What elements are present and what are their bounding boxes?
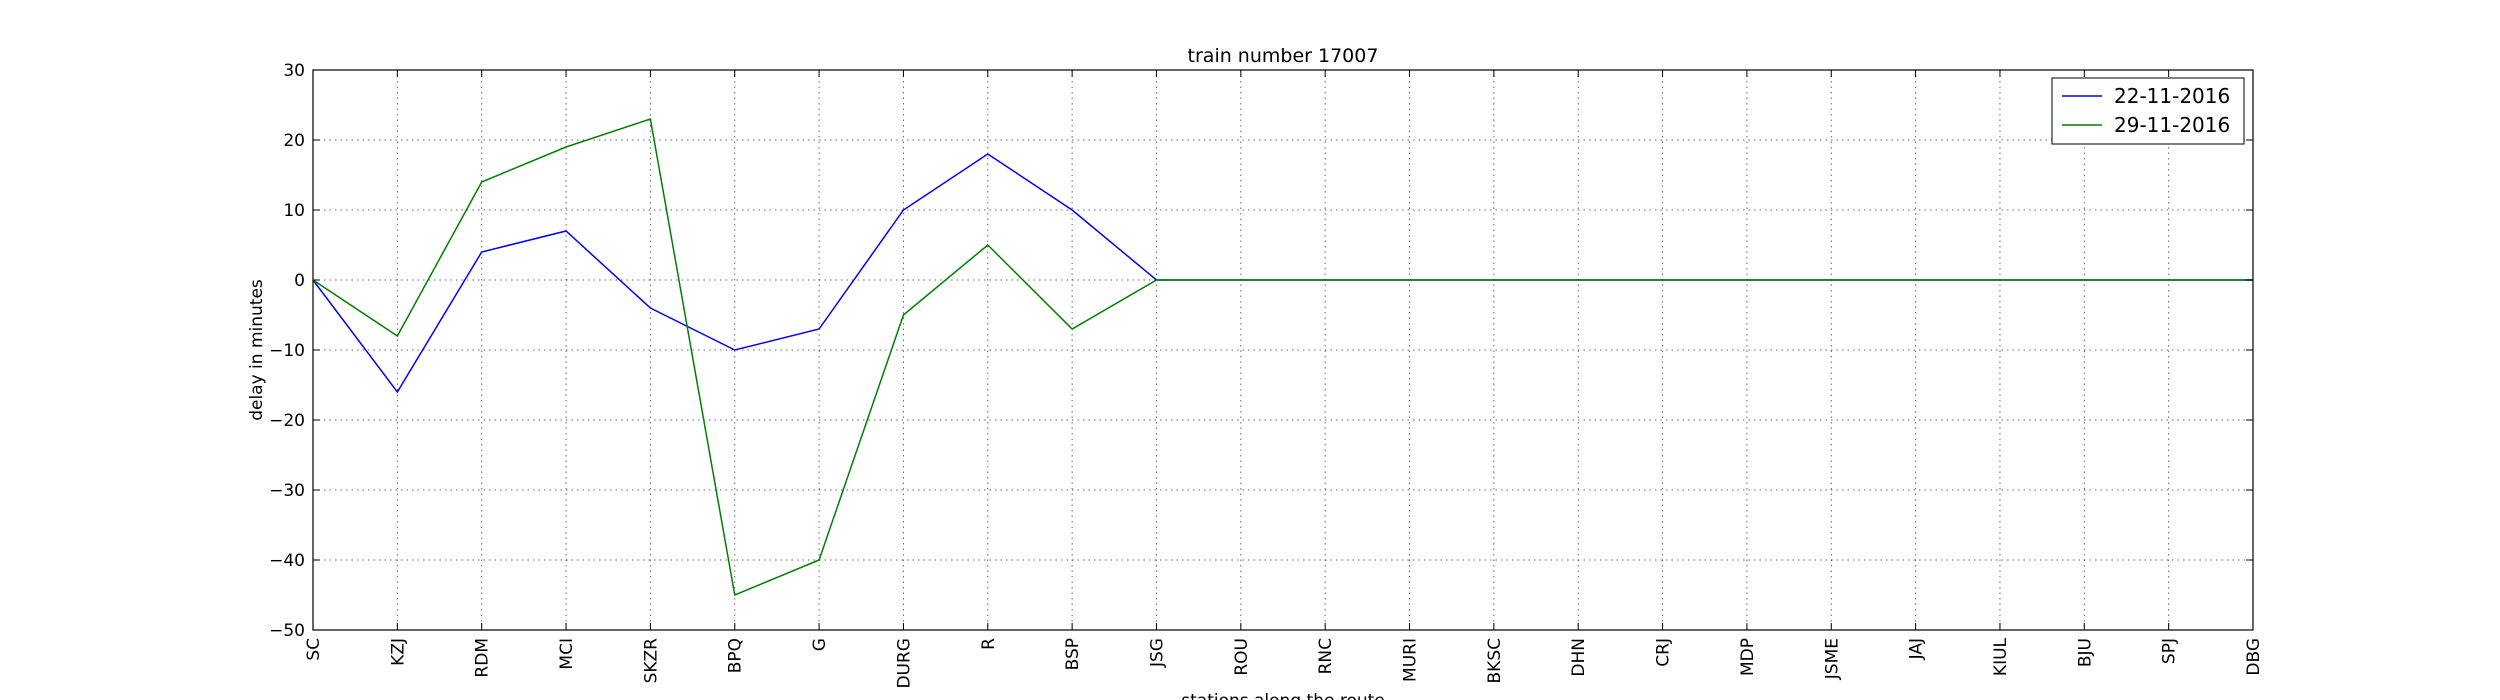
x-tick-label: BJU — [2075, 638, 2095, 667]
x-tick-label: MCI — [557, 638, 577, 670]
series-line — [312, 153, 2253, 394]
x-tick-label: SPJ — [2160, 638, 2180, 664]
x-tick-label: R — [979, 638, 999, 650]
series-lines — [312, 118, 2253, 597]
y-tick-label: −20 — [269, 411, 305, 431]
x-tick-label: KZJ — [388, 638, 408, 666]
y-axis-label: delay in minutes — [247, 279, 267, 421]
legend: 22-11-2016 29-11-2016 — [2051, 77, 2245, 145]
y-tick-label: −50 — [269, 621, 305, 641]
x-axis-ticks: SC KZJ RDM MCI SKZR BPQ G DURG R BSP JSG ROU RNC MURI… — [304, 70, 2264, 689]
y-tick-label: 10 — [283, 201, 305, 221]
y-tick-label: −30 — [269, 481, 305, 501]
x-tick-label: MURI — [1401, 638, 1421, 682]
x-tick-label: BSP — [1063, 638, 1083, 670]
y-tick-label: −10 — [269, 341, 305, 361]
x-tick-label: JSME — [1822, 638, 1842, 680]
x-tick-label: JAJ — [1907, 638, 1927, 660]
x-axis-label: stations along the route — [1181, 691, 1385, 700]
x-tick-label: ROU — [1232, 638, 1252, 676]
x-tick-label: G — [810, 638, 830, 651]
x-tick-label: MDP — [1738, 638, 1758, 676]
x-tick-label: SC — [304, 638, 324, 661]
legend-label: 22-11-2016 — [2114, 84, 2230, 108]
x-tick-label: SKZR — [641, 638, 661, 684]
x-tick-label: JSG — [1147, 638, 1167, 668]
x-tick-label: RDM — [473, 638, 493, 678]
series-line — [312, 118, 2253, 597]
y-tick-label: −40 — [269, 551, 305, 571]
legend-label: 29-11-2016 — [2114, 113, 2230, 137]
plot-frame — [312, 69, 2254, 631]
x-tick-label: DURG — [894, 638, 914, 689]
x-tick-label: BPQ — [726, 638, 746, 673]
y-tick-label: 30 — [283, 61, 305, 81]
chart-title: train number 17007 — [1188, 45, 1379, 67]
grid — [312, 69, 2254, 631]
legend-box — [2051, 77, 2245, 145]
x-tick-label: RNC — [1316, 638, 1336, 674]
y-axis-ticks: −50 −40 −30 −20 −10 0 10 20 30 — [269, 61, 2253, 641]
x-tick-label: BKSC — [1485, 638, 1505, 683]
x-tick-label: KIUL — [1991, 637, 2011, 676]
x-tick-label: DHN — [1569, 638, 1589, 677]
x-tick-label: CRJ — [1654, 638, 1674, 667]
y-tick-label: 0 — [294, 271, 305, 291]
x-tick-label: DBG — [2244, 638, 2264, 676]
y-tick-label: 20 — [283, 131, 305, 151]
